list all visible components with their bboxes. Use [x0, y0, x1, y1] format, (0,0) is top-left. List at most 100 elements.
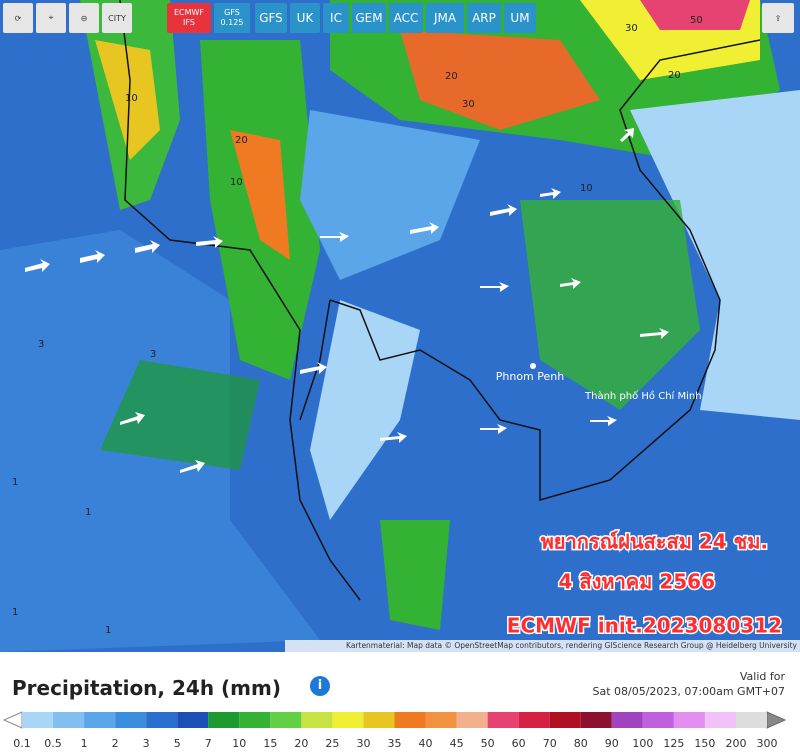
scale-segment — [642, 712, 674, 728]
overlay-line: 4 สิงหาคม 2566 — [559, 570, 715, 594]
scale-label: 0.1 — [13, 737, 31, 750]
scale-label: 150 — [694, 737, 715, 750]
legend-panel: Precipitation, 24h (mm) i Valid for Sat … — [0, 652, 800, 752]
contour-label: 50 — [690, 15, 703, 26]
rain-area — [100, 360, 260, 470]
place-label: Thành phố Hồ Chí Minh — [584, 390, 702, 402]
city-button[interactable]: CITY — [102, 3, 132, 33]
contour-label: 20 — [668, 70, 681, 81]
model-button[interactable]: ECMWF IFS — [167, 3, 211, 33]
rain-area — [400, 30, 600, 130]
scale-segment — [332, 712, 364, 728]
scale-label: 20 — [294, 737, 308, 750]
coastline — [119, 0, 761, 601]
model-button[interactable]: GEM — [352, 3, 386, 33]
city-dot — [530, 363, 536, 369]
contour-label: 20 — [235, 135, 248, 146]
rain-area — [380, 520, 450, 630]
scale-label: 200 — [725, 737, 746, 750]
model-button[interactable]: JMA — [426, 3, 464, 33]
scale-segment — [239, 712, 271, 728]
scale-label: 60 — [512, 737, 526, 750]
model-button[interactable]: UM — [504, 3, 536, 33]
valid-label: Valid for — [739, 670, 785, 683]
scale-segment — [425, 712, 457, 728]
model-button[interactable]: GFS 0.125 — [214, 3, 250, 33]
scale-segment — [270, 712, 302, 728]
model-button[interactable]: ACC — [389, 3, 423, 33]
attribution-bg — [285, 640, 800, 652]
scale-label: 10 — [232, 737, 246, 750]
scale-segment — [177, 712, 209, 728]
model-button[interactable]: ARP — [467, 3, 501, 33]
forecast-overlay: พยากรณ์ฝนสะสม 24 ชม. 4 สิงหาคม 2566 ECMW… — [505, 528, 783, 639]
scale-segment — [22, 712, 54, 728]
dry-area — [310, 300, 420, 520]
scale-label: 125 — [663, 737, 684, 750]
model-button[interactable]: IC — [323, 3, 349, 33]
contour-label: 30 — [462, 99, 475, 110]
scale-segment — [53, 712, 85, 728]
scale-label: 30 — [356, 737, 370, 750]
rain-area — [520, 200, 700, 410]
contour-label: 10 — [580, 183, 593, 194]
scale-segment — [549, 712, 581, 728]
reload-button[interactable]: ⟳ — [3, 3, 33, 33]
overlay-line: ECMWF init.2023080312 — [507, 614, 782, 638]
contour-label: 1 — [12, 477, 18, 488]
scale-segment — [518, 712, 550, 728]
wind-arrows — [25, 128, 669, 473]
contour-label: 10 — [230, 177, 243, 188]
scale-segment — [363, 712, 395, 728]
scale-label: 0.5 — [44, 737, 62, 750]
scale-end — [2, 711, 23, 729]
model-button[interactable]: GFS — [255, 3, 287, 33]
contour-label: 20 — [445, 71, 458, 82]
scale-segment — [673, 712, 705, 728]
contour-label: 1 — [105, 625, 111, 636]
scale-label: 300 — [757, 737, 778, 750]
contour-label: 3 — [38, 339, 44, 350]
scale-label: 70 — [543, 737, 557, 750]
scale-segment — [487, 712, 519, 728]
scale-label: 15 — [263, 737, 277, 750]
scale-segment — [146, 712, 178, 728]
color-scale: 0.1 0.5 1 2 3 5 7 10 15 20 25 30 35 40 45 50 60 70 80 90 100… — [2, 711, 787, 750]
locate-button[interactable]: ⌖ — [36, 3, 66, 33]
zoom-button[interactable]: ⊖ — [69, 3, 99, 33]
legend-title: Precipitation, 24h (mm) — [12, 676, 281, 700]
scale-segment — [704, 712, 736, 728]
scale-segment — [611, 712, 643, 728]
rain-area — [640, 0, 750, 30]
attribution: Kartenmaterial: Map data © OpenStreetMap… — [346, 641, 798, 650]
contour-label: 1 — [12, 607, 18, 618]
model-button[interactable]: UK — [290, 3, 320, 33]
overlay-line: พยากรณ์ฝนสะสม 24 ชม. — [541, 530, 768, 554]
rain-area — [95, 40, 160, 160]
scale-segment — [301, 712, 333, 728]
info-button[interactable]: i — [310, 676, 330, 696]
scale-segment — [456, 712, 488, 728]
scale-label: 90 — [605, 737, 619, 750]
contour-label: 3 — [150, 349, 156, 360]
dry-area — [630, 90, 800, 420]
scale-end — [766, 711, 787, 729]
scale-label: 50 — [481, 737, 495, 750]
scale-label: 40 — [419, 737, 433, 750]
scale-label: 3 — [143, 737, 150, 750]
place-label: Phnom Penh — [496, 370, 564, 383]
scale-segment — [115, 712, 147, 728]
scale-segment — [735, 712, 767, 728]
map: Phnom Penh Thành phố Hồ Chí Minh 30 50 2… — [0, 0, 800, 652]
scale-segment — [394, 712, 426, 728]
scale-label: 7 — [205, 737, 212, 750]
share-button[interactable]: ⇪ — [762, 3, 794, 33]
scale-label: 35 — [388, 737, 402, 750]
scale-label: 5 — [174, 737, 181, 750]
scale-label: 80 — [574, 737, 588, 750]
scale-label: 25 — [325, 737, 339, 750]
scale-segment — [208, 712, 240, 728]
scale-label: 1 — [81, 737, 88, 750]
scale-label: 100 — [632, 737, 653, 750]
